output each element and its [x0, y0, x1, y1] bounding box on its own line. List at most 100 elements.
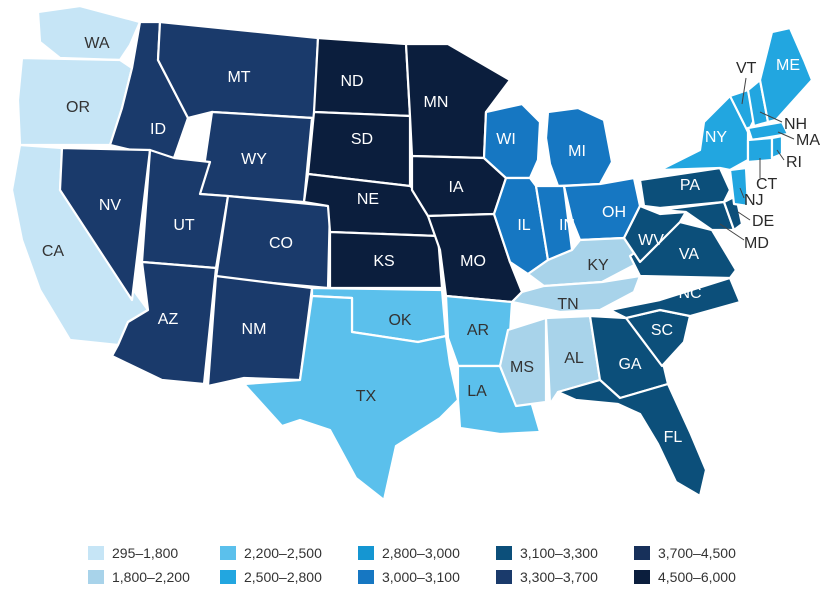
state-nc — [608, 276, 742, 320]
legend-item: 3,700–4,500 — [634, 543, 736, 563]
legend-swatch — [358, 546, 374, 560]
state-label-wv: WV — [638, 232, 664, 249]
state-label-nv: NV — [99, 197, 122, 214]
state-ks — [328, 230, 444, 290]
state-label-in: IN — [559, 217, 575, 234]
state-label-me: ME — [776, 57, 800, 74]
leader-line-nj — [739, 187, 745, 199]
legend-label: 2,200–2,500 — [244, 545, 322, 561]
state-label-ri: RI — [786, 154, 802, 171]
state-label-md: MD — [744, 235, 769, 252]
state-label-mi: MI — [568, 143, 586, 160]
leader-line-nh — [759, 111, 783, 123]
state-ri — [770, 134, 784, 160]
leader-line-ma — [777, 131, 795, 140]
legend-label: 2,500–2,800 — [244, 569, 322, 585]
legend-item: 295–1,800 — [88, 543, 178, 563]
state-label-nh: NH — [784, 116, 807, 133]
state-label-ga: GA — [618, 356, 641, 373]
legend-label: 2,800–3,000 — [382, 545, 460, 561]
state-fl — [556, 378, 708, 498]
state-label-mn: MN — [424, 94, 449, 111]
legend-swatch — [220, 546, 236, 560]
state-label-nm: NM — [242, 321, 267, 338]
state-label-ct: CT — [756, 176, 778, 193]
legend-label: 4,500–6,000 — [658, 569, 736, 585]
state-label-ky: KY — [587, 257, 609, 274]
leader-line-de — [737, 211, 751, 221]
state-label-or: OR — [66, 99, 90, 116]
state-label-mo: MO — [460, 253, 486, 270]
state-label-sc: SC — [651, 322, 673, 339]
legend-item: 2,500–2,800 — [220, 567, 322, 587]
state-label-tn: TN — [557, 296, 578, 313]
state-label-nc: NC — [678, 285, 701, 302]
state-ma — [746, 120, 790, 142]
leader-line-vt — [741, 77, 747, 105]
us-choropleth-map: WA OR CA ID MT WY NV UT CO AZ NM ND SD NE KS MN IA MO OK TX… — [10, 4, 820, 502]
state-label-sd: SD — [351, 131, 373, 148]
legend-item: 2,800–3,000 — [358, 543, 460, 563]
state-label-va: VA — [679, 246, 699, 263]
state-label-tx: TX — [356, 388, 377, 405]
legend-swatch — [88, 546, 104, 560]
state-md — [658, 200, 736, 232]
state-label-ma: MA — [796, 132, 820, 149]
legend-item: 4,500–6,000 — [634, 567, 736, 587]
state-label-il: IL — [517, 217, 530, 234]
state-label-fl: FL — [664, 429, 683, 446]
legend-swatch — [220, 570, 236, 584]
legend-swatch — [88, 570, 104, 584]
state-label-mt: MT — [227, 69, 250, 86]
legend-item: 2,200–2,500 — [220, 543, 322, 563]
state-label-wi: WI — [496, 131, 516, 148]
state-label-id: ID — [150, 121, 166, 138]
state-nv — [58, 146, 152, 302]
state-label-la: LA — [467, 383, 487, 400]
state-label-pa: PA — [680, 177, 700, 194]
state-label-ny: NY — [705, 129, 728, 146]
state-label-vt: VT — [736, 60, 757, 77]
legend-label: 3,000–3,100 — [382, 569, 460, 585]
state-wv — [622, 204, 688, 264]
state-label-de: DE — [752, 213, 774, 230]
legend-label: 295–1,800 — [112, 545, 179, 561]
legend-swatch — [496, 570, 512, 584]
state-label-co: CO — [269, 235, 293, 252]
map-legend: 295–1,800 2,200–2,500 2,800–3,000 3,100–3,3… — [88, 543, 788, 588]
leader-line-md — [719, 223, 745, 241]
legend-swatch — [496, 546, 512, 560]
state-label-ms: MS — [510, 359, 534, 376]
state-nm — [206, 274, 314, 388]
state-label-ne: NE — [357, 191, 379, 208]
state-me — [758, 26, 814, 124]
state-wi — [482, 102, 542, 180]
legend-label: 1,800–2,200 — [112, 569, 190, 585]
legend-item: 1,800–2,200 — [88, 567, 190, 587]
legend-item: 3,000–3,100 — [358, 567, 460, 587]
state-tx — [242, 294, 460, 502]
state-label-wa: WA — [84, 35, 110, 52]
legend-swatch — [634, 546, 650, 560]
legend-swatch — [634, 570, 650, 584]
legend-label: 3,700–4,500 — [658, 545, 736, 561]
state-label-ia: IA — [448, 179, 463, 196]
state-label-oh: OH — [602, 204, 626, 221]
state-label-ut: UT — [173, 217, 195, 234]
state-label-az: AZ — [158, 311, 179, 328]
state-label-ar: AR — [467, 322, 489, 339]
state-ms — [498, 316, 548, 408]
legend-item: 3,300–3,700 — [496, 567, 598, 587]
legend-label: 3,100–3,300 — [520, 545, 598, 561]
state-label-wy: WY — [241, 151, 267, 168]
state-ct — [746, 136, 774, 164]
state-label-ks: KS — [373, 253, 394, 270]
legend-swatch — [358, 570, 374, 584]
state-label-nj: NJ — [744, 192, 764, 209]
state-label-nd: ND — [340, 73, 363, 90]
legend-item: 3,100–3,300 — [496, 543, 598, 563]
state-wa — [36, 4, 142, 62]
state-label-al: AL — [564, 350, 584, 367]
legend-label: 3,300–3,700 — [520, 569, 598, 585]
leader-line-ri — [776, 149, 785, 161]
